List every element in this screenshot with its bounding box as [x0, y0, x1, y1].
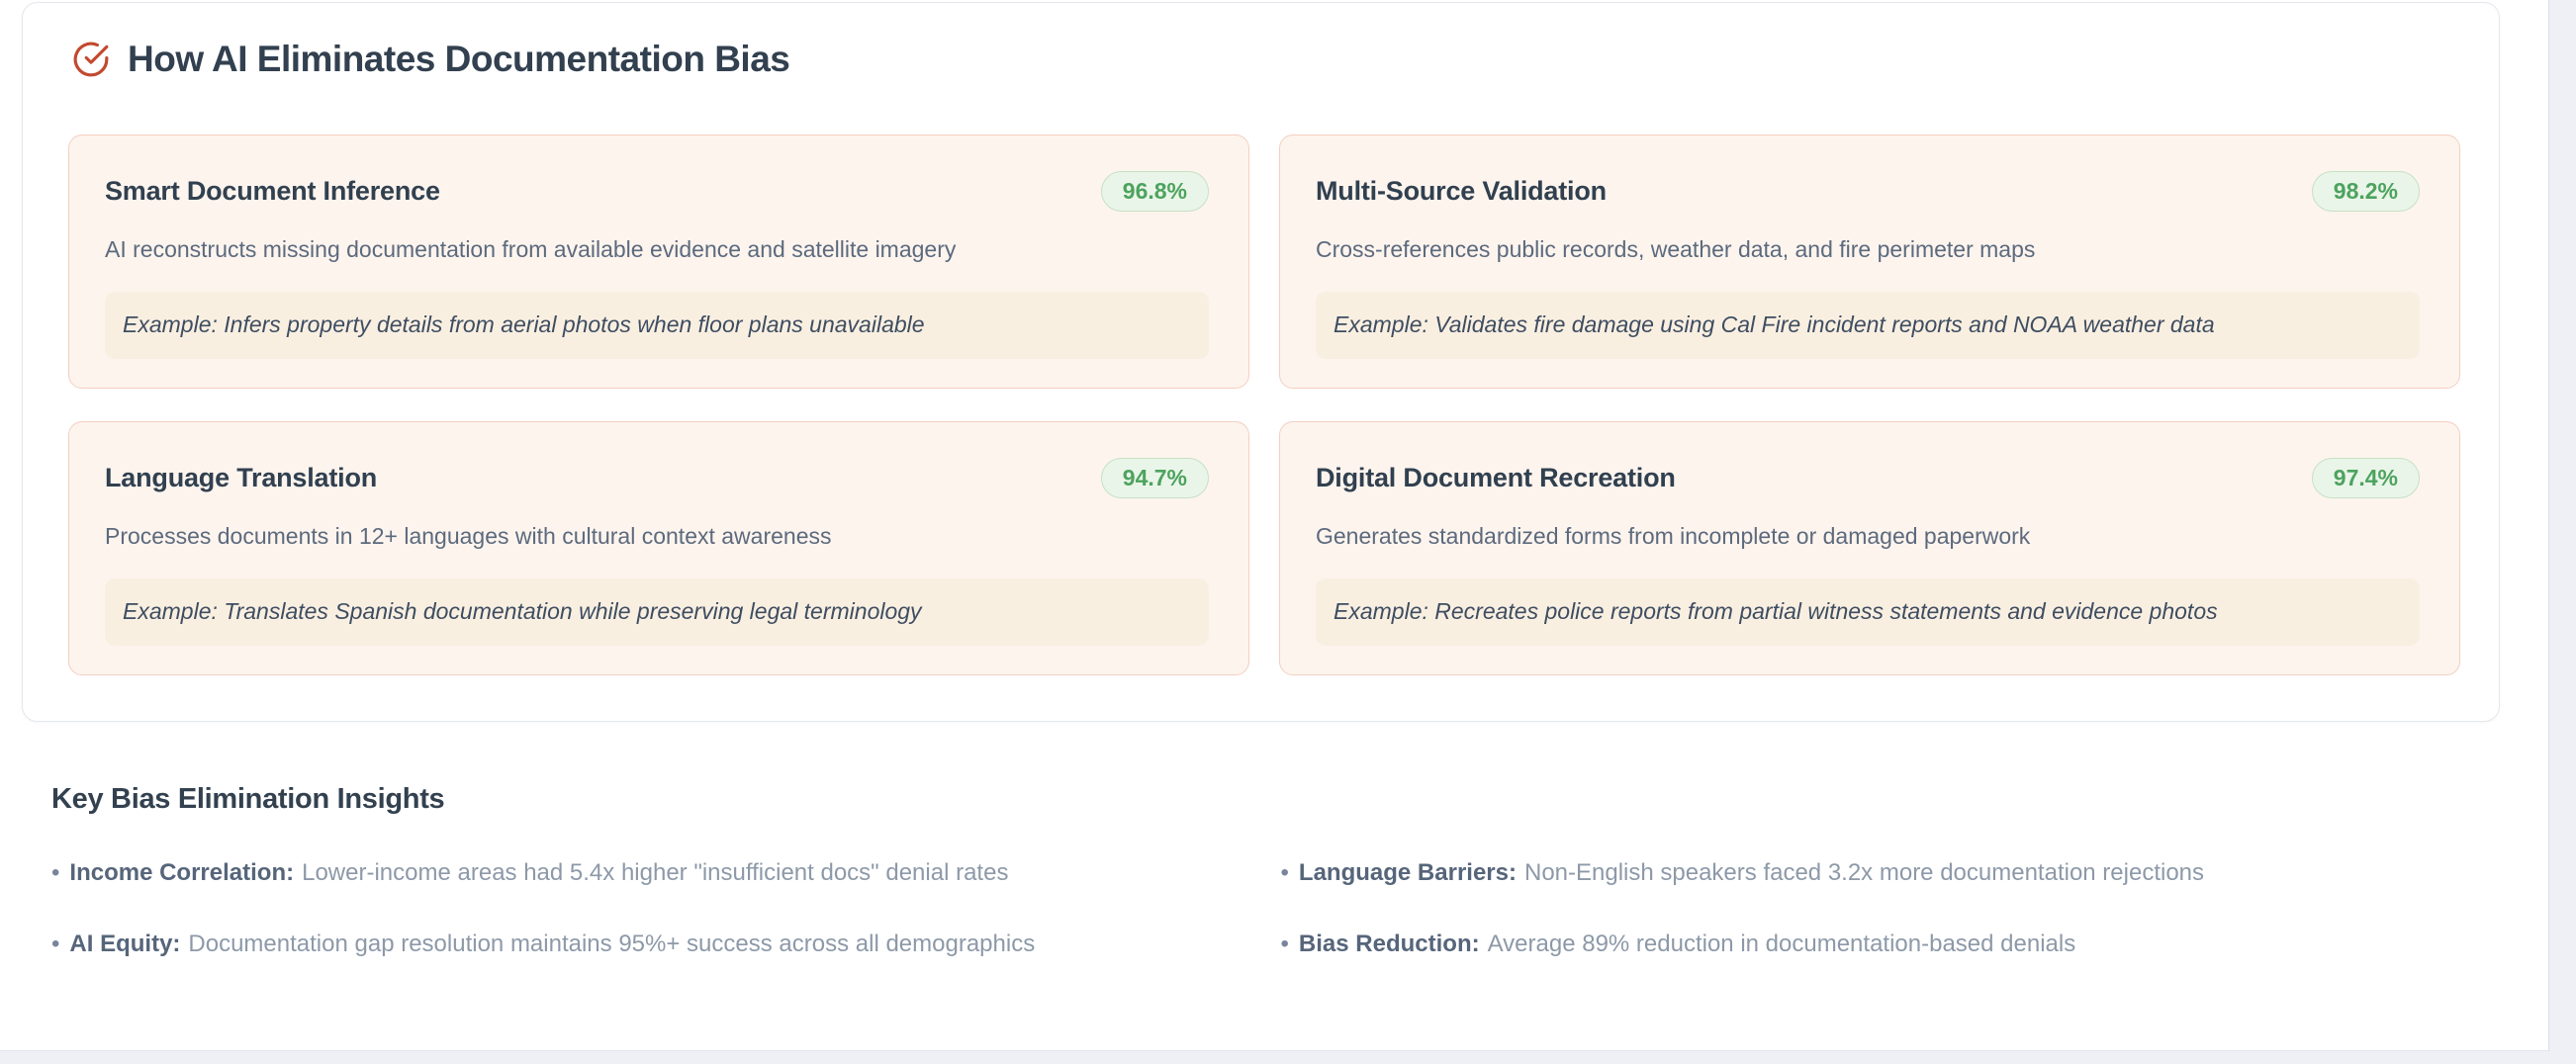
check-circle-icon — [72, 41, 110, 78]
bullet-point: • — [51, 859, 60, 886]
panel-title: How AI Eliminates Documentation Bias — [128, 39, 790, 79]
capability-card-multi-source-validation: Multi-Source Validation 98.2% Cross-refe… — [1279, 134, 2460, 389]
insights-grid: • Income Correlation: Lower-income areas h… — [51, 857, 2500, 961]
capability-title: Language Translation — [105, 463, 378, 493]
insight-text: Non-English speakers faced 3.2x more doc… — [1523, 859, 2205, 886]
capability-card-language-translation: Language Translation 94.7% Processes doc… — [68, 421, 1249, 675]
key-insights-section: Key Bias Elimination Insights • Income Co… — [51, 783, 2500, 961]
capability-example: Example: Infers property details from ae… — [105, 292, 1209, 360]
insight-label: Language Barriers: — [1298, 859, 1517, 886]
capability-card-digital-document-recreation: Digital Document Recreation 97.4% Genera… — [1279, 421, 2460, 675]
capability-description: Generates standardized forms from incomp… — [1316, 523, 2031, 550]
insight-label: Bias Reduction: — [1298, 931, 1480, 958]
insight-bias-reduction: • Bias Reduction: Average 89% reduction in… — [1281, 929, 2501, 960]
capability-card-top-row: Language Translation 94.7% — [105, 458, 1209, 499]
capability-card-top-row: Multi-Source Validation 98.2% — [1316, 171, 2420, 213]
insight-text: Average 89% reduction in documentation-b… — [1487, 931, 2076, 958]
bullet-point: • — [1280, 859, 1289, 886]
insight-ai-equity: • AI Equity: Documentation gap resolution … — [51, 929, 1271, 960]
capability-grid: Smart Document Inference 96.8% AI recons… — [68, 134, 2460, 675]
bullet-point: • — [51, 931, 60, 958]
accuracy-badge: 97.4% — [2311, 458, 2420, 499]
insight-label: AI Equity: — [69, 931, 181, 958]
insight-income-correlation: • Income Correlation: Lower-income areas h… — [51, 857, 1271, 889]
insight-text: Documentation gap resolution maintains 9… — [188, 931, 1036, 958]
capability-card-top-row: Smart Document Inference 96.8% — [105, 171, 1209, 213]
capability-card-smart-document-inference: Smart Document Inference 96.8% AI recons… — [68, 134, 1249, 389]
capability-description: Cross-references public records, weather… — [1316, 236, 2036, 263]
capability-description: Processes documents in 12+ languages wit… — [105, 523, 832, 550]
capability-example: Example: Translates Spanish documentatio… — [105, 578, 1209, 647]
capability-title: Smart Document Inference — [105, 176, 440, 207]
insight-text: Lower-income areas had 5.4x higher "insu… — [302, 859, 1009, 886]
capability-title: Digital Document Recreation — [1316, 463, 1676, 493]
accuracy-badge: 98.2% — [2311, 171, 2420, 213]
insight-language-barriers: • Language Barriers: Non-English speakers … — [1281, 857, 2501, 889]
page-content: How AI Eliminates Documentation Bias Sma… — [0, 0, 2549, 1051]
capability-example: Example: Validates fire damage using Cal… — [1316, 292, 2420, 360]
capability-description: AI reconstructs missing documentation fr… — [105, 236, 957, 263]
accuracy-badge: 94.7% — [1100, 458, 1209, 499]
accuracy-badge: 96.8% — [1100, 171, 1209, 213]
capability-title: Multi-Source Validation — [1316, 176, 1607, 207]
panel-header: How AI Eliminates Documentation Bias — [23, 3, 2499, 80]
insights-title: Key Bias Elimination Insights — [51, 783, 445, 815]
insight-label: Income Correlation: — [69, 859, 295, 886]
capability-example: Example: Recreates police reports from p… — [1316, 578, 2420, 647]
capability-card-top-row: Digital Document Recreation 97.4% — [1316, 458, 2420, 499]
bullet-point: • — [1280, 931, 1289, 958]
ai-documentation-bias-panel: How AI Eliminates Documentation Bias Sma… — [22, 2, 2500, 722]
